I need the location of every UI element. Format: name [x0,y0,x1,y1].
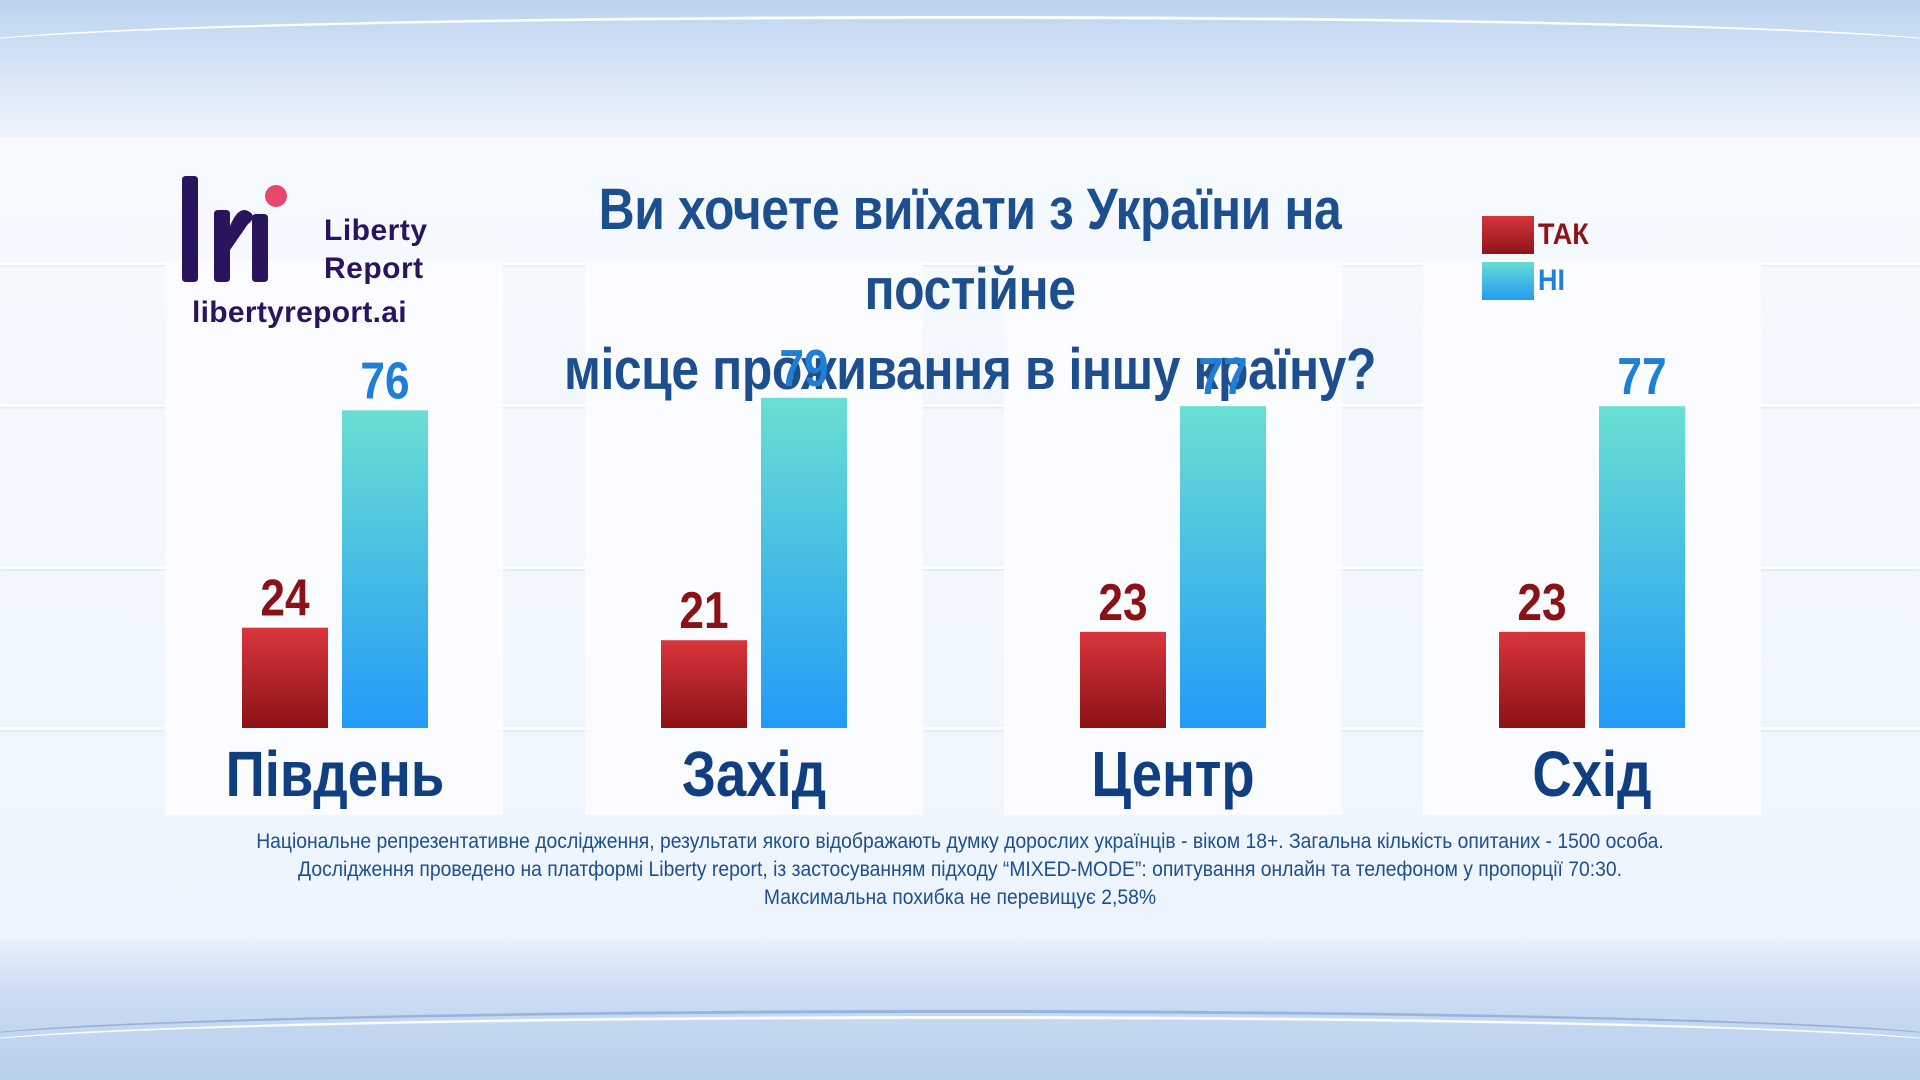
category-label: Захід [682,738,826,810]
logo-wordmark: Liberty Report [324,212,428,288]
data-label-no: 76 [360,352,409,410]
chart-title: Ви хочете виїхати з України на постійне … [540,170,1400,410]
legend-swatch-yes [1482,216,1534,254]
footnote-line3: Максимальна похибка не перевищує 2,58% [763,886,1157,909]
data-label-yes: 24 [260,569,309,627]
chart-title-line2: місце проживання в іншу країну? [563,337,1377,402]
bar-no [1599,406,1685,728]
category-label: Схід [1532,738,1651,810]
category-label: Південь [226,738,445,810]
methodology-footnote: Національне репрезентативне дослідження,… [160,828,1760,912]
data-label-no: 79 [779,339,828,397]
data-label-yes: 23 [1517,574,1566,632]
data-label-yes: 21 [679,582,728,640]
bar-yes [1499,631,1585,728]
data-label-no: 77 [1198,348,1247,406]
bar-yes [242,627,328,728]
group-background [165,260,503,815]
data-label-yes: 23 [1098,574,1147,632]
legend-item-yes: ТАК [1482,210,1682,256]
group-background [585,260,923,815]
backdrop-line [0,262,1920,265]
top-swoosh [0,16,1920,79]
group-background [1423,260,1761,815]
legend-item-no: НІ [1482,256,1682,302]
data-label-no: 77 [1617,348,1666,406]
bottom-swoosh [0,1010,1920,1073]
legend-label-yes: ТАК [1538,218,1589,251]
category-label: Центр [1091,738,1254,810]
logo-name-line2: Report [324,252,424,285]
bar-yes [1080,631,1166,728]
liberty-report-logo-icon [182,176,287,282]
chart-legend: ТАК НІ [1482,210,1682,302]
legend-swatch-no [1482,262,1534,300]
group-background [1004,260,1342,815]
chart-title-line1: Ви хочете виїхати з України на постійне [598,177,1342,322]
legend-label-no: НІ [1538,264,1565,297]
backdrop-line [0,727,1920,730]
footnote-line1: Національне репрезентативне дослідження,… [256,830,1664,853]
liberty-report-logo: Liberty Report libertyreport.ai [180,168,480,338]
backdrop-line [0,404,1920,407]
bar-no [761,397,847,728]
bar-no [342,410,428,728]
logo-url: libertyreport.ai [192,296,407,329]
logo-name-line1: Liberty [324,214,428,247]
backdrop-line [0,566,1920,569]
bar-no [1180,406,1266,728]
footnote-line2: Дослідження проведено на платформі Liber… [298,858,1622,881]
bar-yes [661,640,747,728]
bottom-swoosh [0,1016,1920,1079]
